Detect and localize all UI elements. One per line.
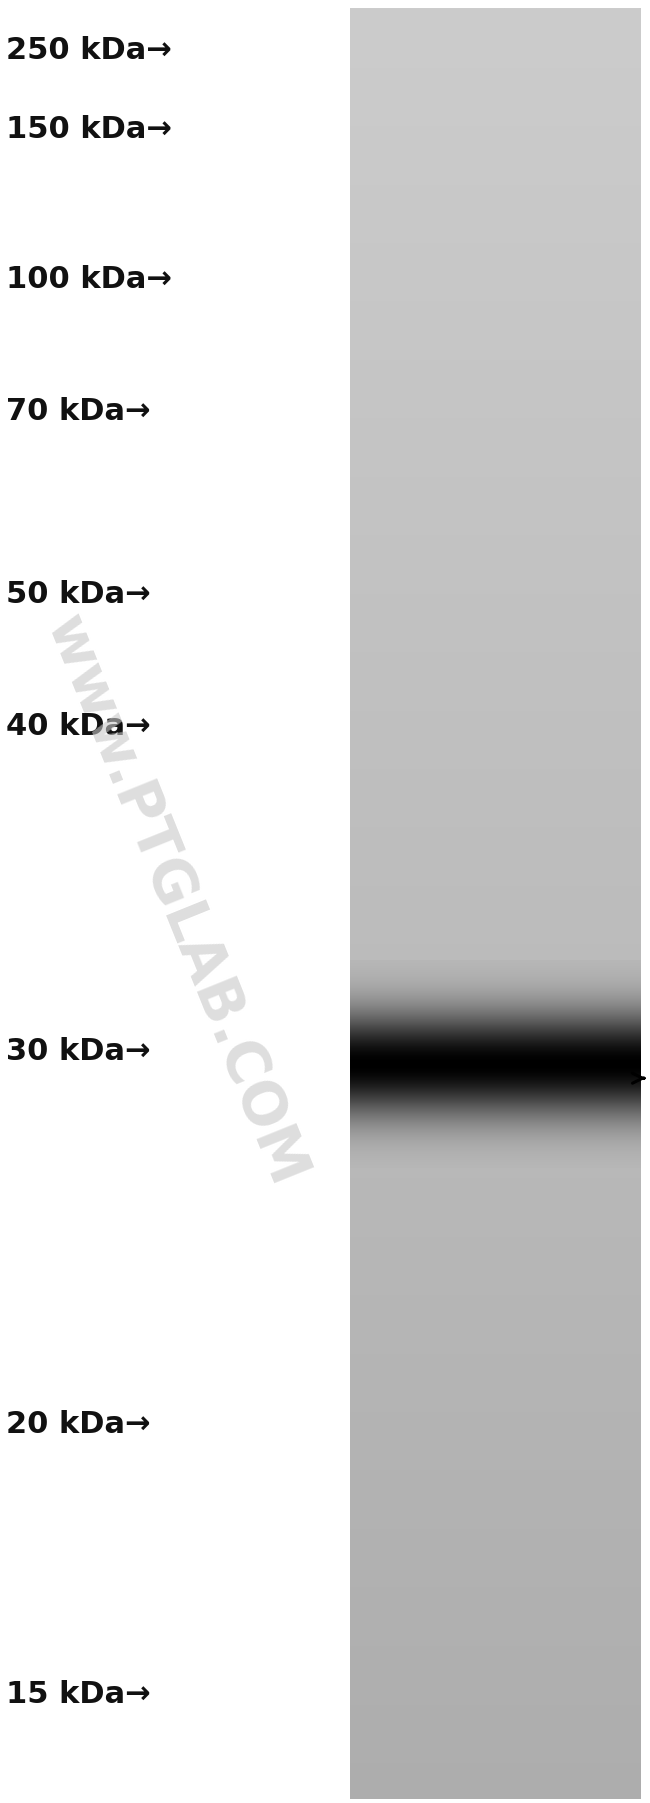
Text: 30 kDa→: 30 kDa→: [6, 1037, 151, 1066]
Text: 150 kDa→: 150 kDa→: [6, 115, 172, 144]
Text: 40 kDa→: 40 kDa→: [6, 712, 151, 741]
Text: 50 kDa→: 50 kDa→: [6, 581, 151, 609]
Text: 100 kDa→: 100 kDa→: [6, 265, 172, 294]
Text: 15 kDa→: 15 kDa→: [6, 1680, 151, 1709]
Text: 250 kDa→: 250 kDa→: [6, 36, 172, 65]
Text: 70 kDa→: 70 kDa→: [6, 397, 151, 426]
Text: www.PTGLAB.COM: www.PTGLAB.COM: [35, 608, 316, 1195]
Text: 20 kDa→: 20 kDa→: [6, 1410, 151, 1439]
